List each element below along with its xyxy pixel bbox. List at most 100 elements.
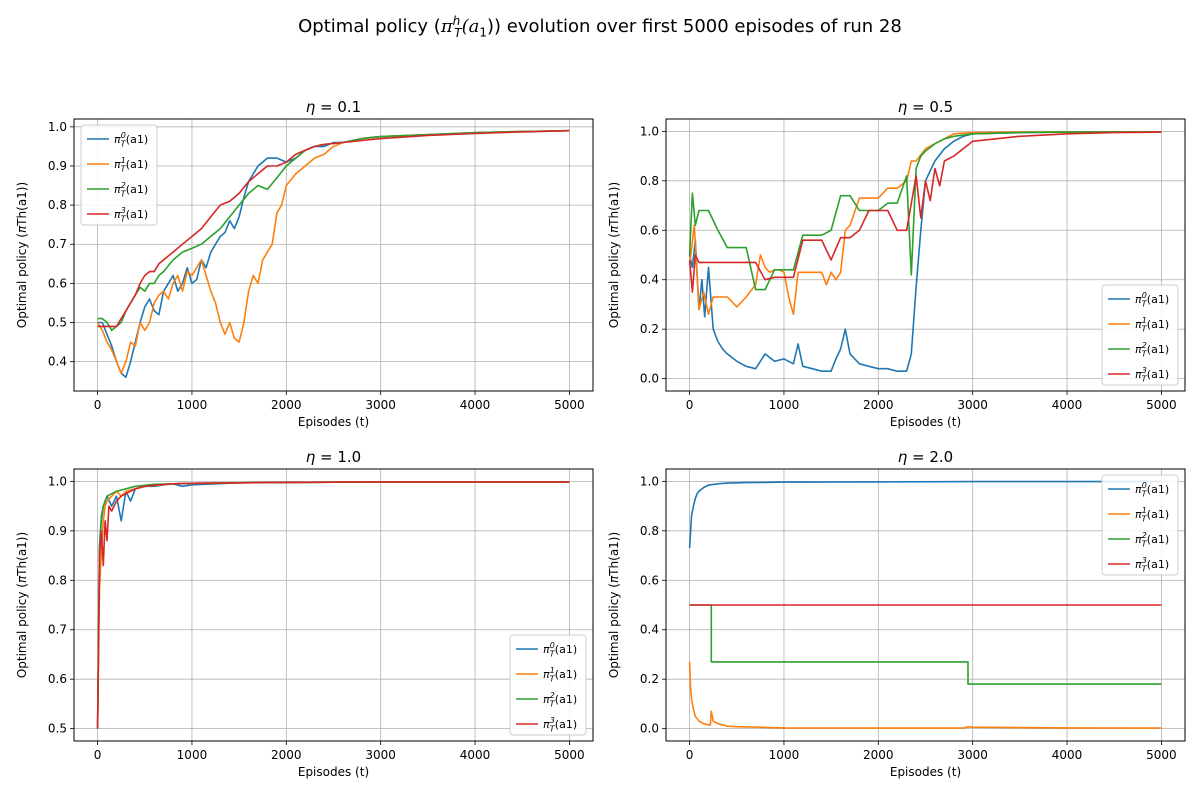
x-tick-label: 0	[686, 748, 694, 762]
x-tick-label: 3000	[957, 748, 988, 762]
series-line-h3	[688, 131, 1162, 293]
y-tick-label: 1.0	[640, 474, 659, 488]
subplot-3: 0 1000 2000 3000 4000 5000 0.5 0.6 0.7 0.8 0.9 1.0 η…	[15, 448, 594, 779]
x-tick-label: 5000	[554, 398, 585, 412]
x-tick-label: 0	[94, 748, 102, 762]
x-tick-label: 4000	[460, 398, 491, 412]
y-tick-label: 0.8	[640, 524, 659, 538]
subplot-2: 0 1000 2000 3000 4000 5000 0.0 0.2 0.4 0.6 0.8 1.0 η…	[607, 98, 1186, 429]
series-line-h2	[96, 481, 570, 729]
x-tick-label: 4000	[460, 748, 491, 762]
x-tick-label: 5000	[554, 748, 585, 762]
series-line-h1	[96, 481, 570, 729]
legend-label-h3: πT3​(a1)	[1135, 366, 1169, 383]
y-tick-label: 0.8	[48, 198, 67, 212]
series-line-h2	[688, 131, 1162, 291]
y-tick-label: 0.8	[48, 573, 67, 587]
legend-label-h2: πT2​(a1)	[543, 691, 577, 708]
legend-label-h3: πT3​(a1)	[1135, 556, 1169, 573]
y-tick-label: 0.0	[640, 372, 659, 386]
axes-frame	[665, 468, 1186, 742]
y-tick-label: 0.6	[640, 573, 659, 587]
legend-label-h1: πT1​(a1)	[1135, 316, 1169, 333]
legend-box	[1101, 474, 1179, 576]
y-tick-label: 1.0	[48, 120, 67, 134]
y-tick-label: 0.9	[48, 524, 67, 538]
axes-frame	[73, 468, 594, 742]
subplot-title: η = 0.1	[306, 98, 361, 116]
x-tick-label: 4000	[1052, 398, 1083, 412]
x-tick-label: 1000	[177, 748, 208, 762]
y-tick-label: 0.6	[640, 223, 659, 237]
axes-frame	[73, 118, 594, 392]
series-line-h1	[688, 661, 1162, 729]
axes-frame	[665, 118, 1186, 392]
x-axis-label: Episodes (t)	[890, 765, 961, 779]
y-tick-label: 0.7	[48, 623, 67, 637]
x-tick-label: 3000	[365, 398, 396, 412]
legend-box	[509, 634, 587, 736]
figure-title-suffix: )) evolution over first 5000 episodes of…	[487, 16, 902, 37]
y-tick-label: 0.5	[48, 316, 67, 330]
y-axis-label: Optimal policy (πTh(a1))	[15, 182, 29, 328]
x-tick-label: 2000	[863, 398, 894, 412]
figure-title-prefix: Optimal policy (	[298, 16, 441, 37]
y-tick-label: 0.0	[640, 722, 659, 736]
series-line-h0	[97, 129, 570, 379]
y-tick-label: 0.5	[48, 722, 67, 736]
series-line-h3	[96, 481, 570, 729]
series-line-h0	[688, 480, 1162, 549]
legend: πT0​(a1) πT1​(a1) πT2​(a1) πT3​(a1)	[509, 634, 587, 736]
x-tick-label: 0	[94, 398, 102, 412]
x-axis-label: Episodes (t)	[298, 415, 369, 429]
x-tick-label: 5000	[1146, 748, 1177, 762]
x-tick-label: 1000	[769, 398, 800, 412]
figure-title: Optimal policy (πhT(a1)) evolution over …	[0, 14, 1200, 40]
subplot-title: η = 2.0	[898, 448, 953, 466]
y-axis-label: Optimal policy (πTh(a1))	[15, 532, 29, 678]
y-tick-label: 0.4	[640, 273, 659, 287]
y-tick-label: 1.0	[48, 474, 67, 488]
series-line-h1	[96, 129, 570, 375]
x-tick-label: 3000	[957, 398, 988, 412]
y-tick-label: 1.0	[640, 124, 659, 138]
figure-title-arg: (a	[461, 16, 480, 37]
legend-label-h3: πT3​(a1)	[114, 206, 148, 223]
legend: πT0​(a1) πT1​(a1) πT2​(a1) πT3​(a1)	[80, 124, 158, 226]
legend: πT0​(a1) πT1​(a1) πT2​(a1) πT3​(a1)	[1101, 284, 1179, 386]
subplot-1: 0 1000 2000 3000 4000 5000 0.4 0.5 0.6 0.7 0.8 0.9 1…	[15, 98, 594, 429]
y-tick-label: 0.2	[640, 672, 659, 686]
series-line-h0	[96, 481, 570, 729]
x-tick-label: 3000	[365, 748, 396, 762]
series-line-h2	[97, 129, 570, 332]
legend: πT0​(a1) πT1​(a1) πT2​(a1) πT3​(a1)	[1101, 474, 1179, 576]
series-line-h0	[688, 131, 1162, 373]
y-axis-label: Optimal policy (πTh(a1))	[607, 532, 621, 678]
legend-label-h1: πT1​(a1)	[1135, 506, 1169, 523]
x-tick-label: 0	[686, 398, 694, 412]
series-line-h2	[689, 604, 1162, 685]
y-tick-label: 0.8	[640, 174, 659, 188]
figure-title-sub: T	[454, 25, 462, 40]
y-tick-label: 0.6	[48, 276, 67, 290]
x-tick-label: 1000	[177, 398, 208, 412]
figure-title-arg-sub: 1	[479, 25, 488, 40]
legend-label-h2: πT2​(a1)	[114, 181, 148, 198]
legend-label-h2: πT2​(a1)	[1135, 531, 1169, 548]
x-tick-label: 2000	[271, 398, 302, 412]
subplot-4: 0 1000 2000 3000 4000 5000 0.0 0.2 0.4 0.6 0.8 1.0 η…	[607, 448, 1186, 779]
y-tick-label: 0.4	[640, 623, 659, 637]
x-tick-label: 4000	[1052, 748, 1083, 762]
subplot-title: η = 0.5	[898, 98, 953, 116]
legend-label-h0: πT0​(a1)	[543, 641, 577, 658]
legend-label-h1: πT1​(a1)	[543, 666, 577, 683]
legend-label-h0: πT0​(a1)	[114, 131, 148, 148]
y-axis-label: Optimal policy (πTh(a1))	[607, 182, 621, 328]
legend-box	[80, 124, 158, 226]
x-tick-label: 2000	[863, 748, 894, 762]
y-tick-label: 0.7	[48, 237, 67, 251]
series-line-h3	[97, 129, 570, 328]
x-tick-label: 5000	[1146, 398, 1177, 412]
figure-title-sup: h	[452, 14, 461, 28]
